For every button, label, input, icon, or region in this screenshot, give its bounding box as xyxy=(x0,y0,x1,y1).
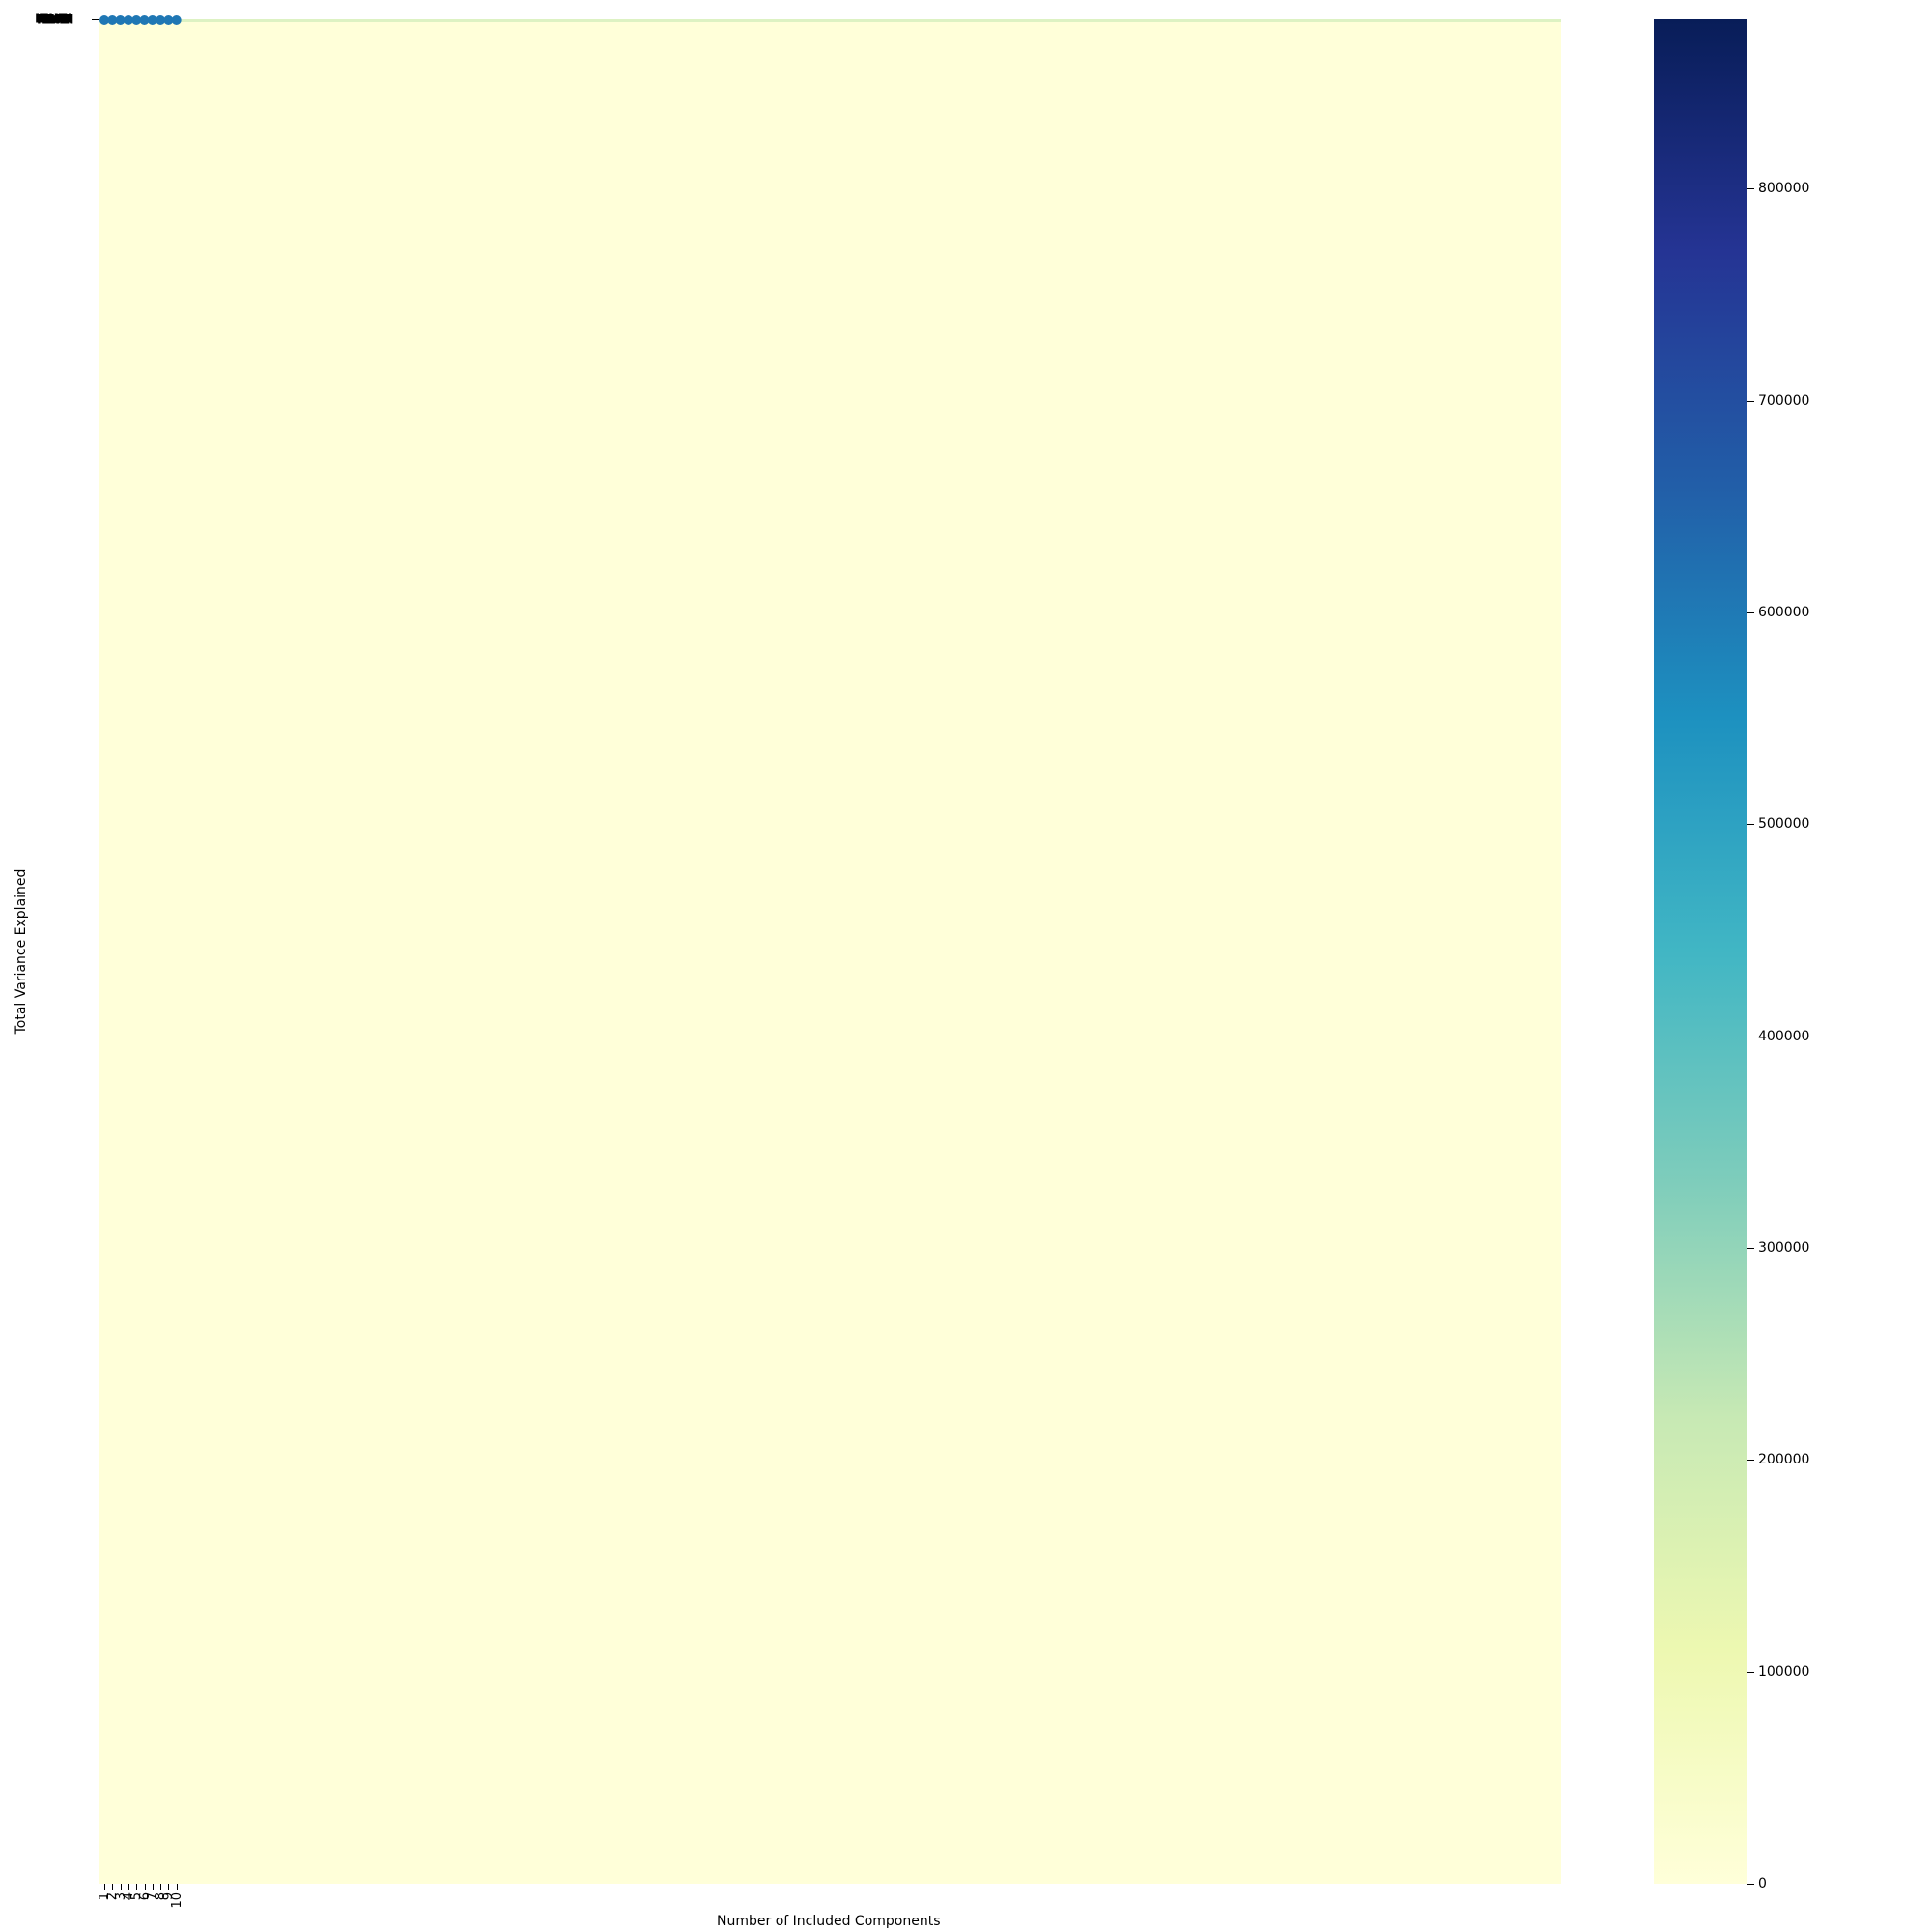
heatmap-top-row xyxy=(99,19,1561,22)
y-tick-label: NaN xyxy=(41,13,71,28)
x-tick-mark xyxy=(144,1884,146,1890)
colorbar-tick-label: 400000 xyxy=(1758,1028,1810,1044)
y-tick-label: NaN xyxy=(44,13,74,28)
colorbar-gradient xyxy=(1654,19,1747,1884)
x-tick-mark xyxy=(104,1884,105,1890)
colorbar-tick-label: 0 xyxy=(1758,1876,1767,1891)
heatmap-cell xyxy=(99,19,1561,1884)
colorbar-tick-label: 500000 xyxy=(1758,816,1810,833)
colorbar-tick xyxy=(1747,1671,1754,1673)
colorbar-tick-label: 200000 xyxy=(1758,1452,1810,1468)
colorbar-tick-label: 100000 xyxy=(1758,1663,1810,1680)
colorbar-tick xyxy=(1747,1460,1754,1462)
x-axis-label: Number of Included Components xyxy=(717,1914,941,1929)
colorbar-tick xyxy=(1747,188,1754,190)
x-tick-mark xyxy=(176,1884,178,1890)
colorbar-tick-label: 300000 xyxy=(1758,1240,1810,1257)
y-tick-mark xyxy=(92,19,99,20)
colorbar-tick xyxy=(1747,824,1754,826)
x-tick-mark xyxy=(120,1884,122,1890)
colorbar-tick xyxy=(1747,400,1754,402)
x-tick-mark xyxy=(152,1884,154,1890)
colorbar-tick-label: 600000 xyxy=(1758,605,1810,621)
x-tick-label: 10 xyxy=(169,1892,185,1909)
colorbar xyxy=(1654,19,1747,1884)
colorbar-tick-label: 800000 xyxy=(1758,181,1810,197)
x-tick-mark xyxy=(128,1884,129,1890)
y-axis-label: Total Variance Explained xyxy=(14,868,29,1035)
y-tick-label: NaN xyxy=(37,13,67,28)
y-tick-label: NaN xyxy=(35,12,65,27)
y-tick-label: NaN xyxy=(39,12,69,27)
heatmap-area xyxy=(99,19,1561,1884)
y-tick-label: NaN xyxy=(43,12,72,27)
x-tick-mark xyxy=(168,1884,170,1890)
heatmap-cells xyxy=(99,19,1561,1884)
colorbar-tick xyxy=(1747,1884,1754,1885)
colorbar-tick xyxy=(1747,612,1754,614)
x-tick-mark xyxy=(112,1884,114,1890)
x-tick-mark xyxy=(136,1884,138,1890)
colorbar-tick xyxy=(1747,1248,1754,1250)
colorbar-tick-label: 700000 xyxy=(1758,392,1810,409)
x-tick-mark xyxy=(160,1884,162,1890)
